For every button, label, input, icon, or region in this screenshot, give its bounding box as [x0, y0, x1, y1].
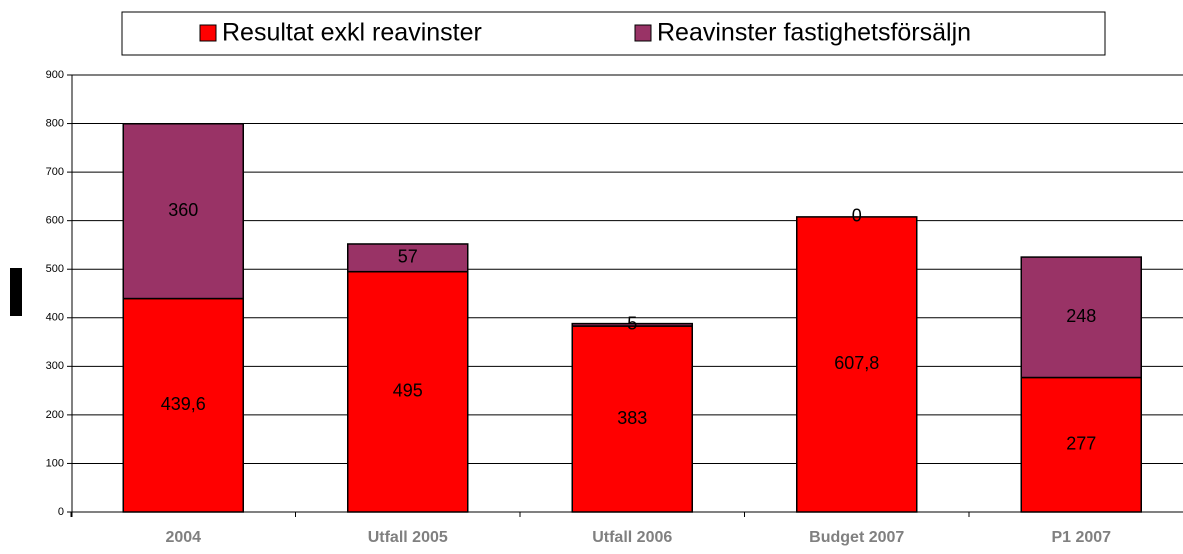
y-tick-label: 900 — [46, 69, 64, 81]
y-tick-label: 0 — [58, 506, 64, 518]
x-tick-label: P1 2007 — [1051, 529, 1111, 546]
bar-segment — [571, 322, 693, 327]
x-tick-label: 2004 — [165, 529, 201, 546]
y-tick-label: 300 — [46, 360, 64, 372]
y-tick-label: 600 — [46, 215, 64, 227]
y-tick-label: 800 — [46, 117, 64, 129]
bar-segment — [1020, 256, 1142, 379]
bar-segment — [122, 122, 244, 300]
x-tick-label: Utfall 2006 — [592, 529, 672, 546]
y-tick-label: 700 — [46, 166, 64, 178]
data-label: 248 — [1066, 306, 1096, 326]
data-label: 360 — [168, 200, 198, 220]
data-label: 0 — [852, 206, 862, 226]
y-tick-label: 400 — [46, 312, 64, 324]
legend-label: Resultat exkl reavinster — [222, 19, 482, 47]
data-label: 57 — [398, 247, 418, 267]
y-tick-label: 100 — [46, 457, 64, 469]
decoration — [10, 268, 22, 316]
data-label: 439,6 — [161, 394, 206, 414]
bar-segment — [1020, 376, 1142, 513]
y-tick-label: 200 — [46, 409, 64, 421]
data-label: 495 — [393, 381, 423, 401]
legend-label: Reavinster fastighetsförsäljn — [657, 19, 971, 47]
x-tick-label: Budget 2007 — [809, 529, 904, 546]
bar-segment — [347, 243, 469, 273]
data-label: 277 — [1066, 434, 1096, 454]
data-label: 607,8 — [834, 353, 879, 373]
bar-segment — [796, 216, 918, 513]
x-tick-label: Utfall 2005 — [368, 529, 448, 546]
y-tick-label: 500 — [46, 263, 64, 275]
bar-segment — [347, 270, 469, 513]
legend-swatch — [199, 24, 217, 42]
data-label: 5 — [627, 314, 637, 334]
legend-swatch — [634, 24, 652, 42]
bar-segment — [122, 297, 244, 513]
data-label: 383 — [617, 408, 647, 428]
legend-box — [121, 11, 1106, 56]
